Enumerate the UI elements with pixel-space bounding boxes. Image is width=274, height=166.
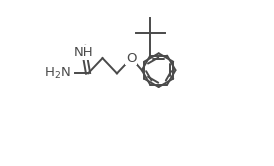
Text: NH: NH [73,46,93,59]
Text: H$_2$N: H$_2$N [44,66,70,81]
Text: O: O [126,52,137,65]
